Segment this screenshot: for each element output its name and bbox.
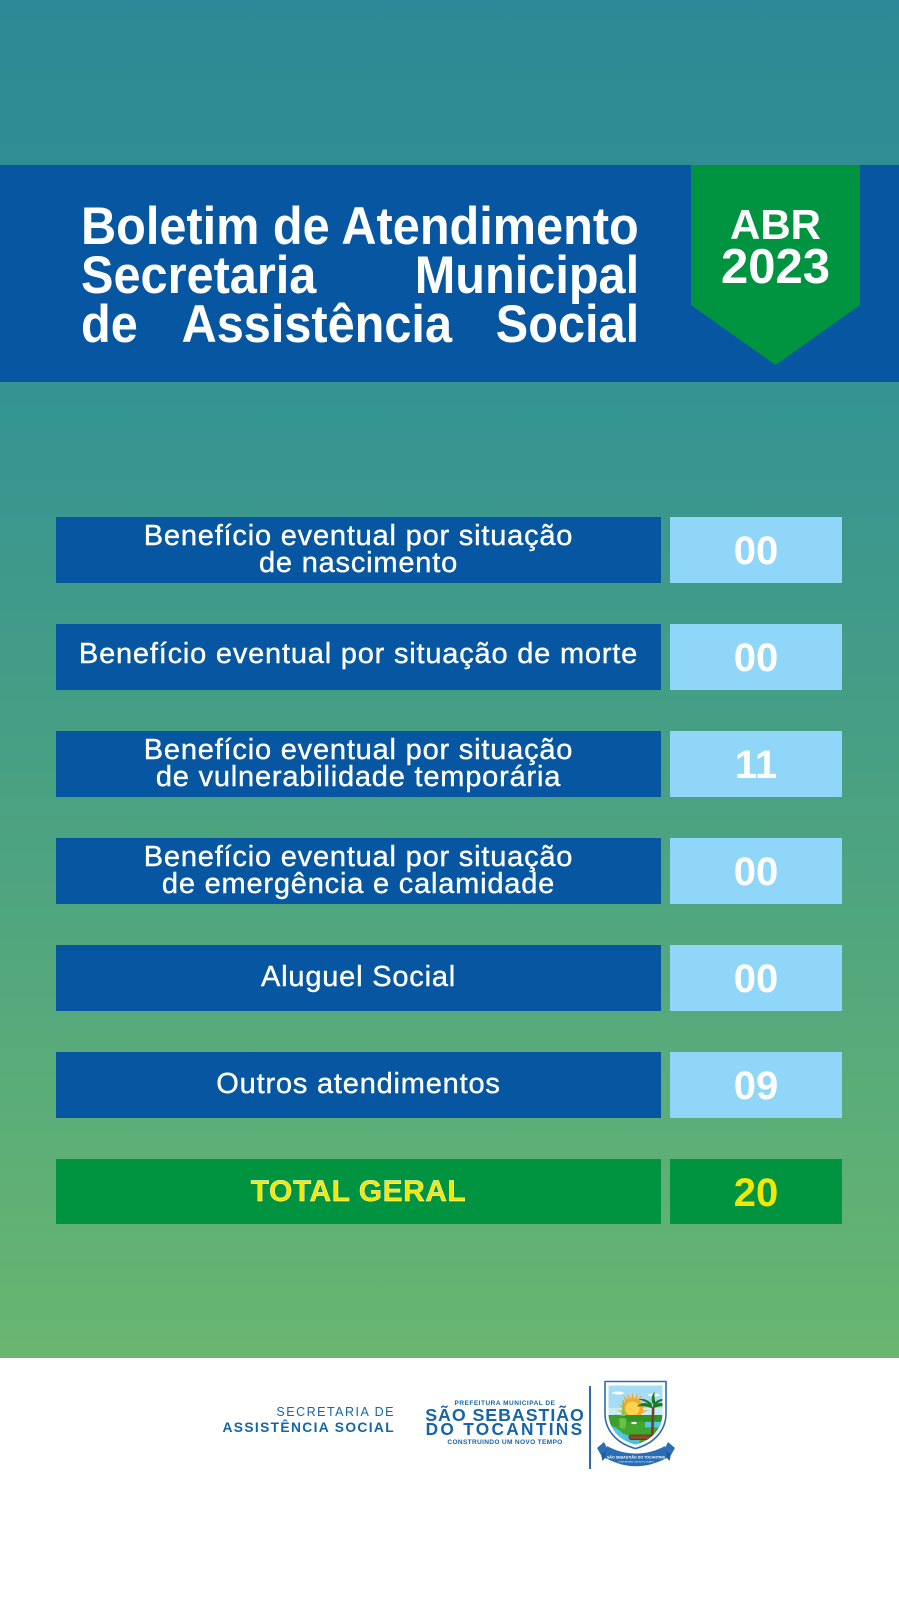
svg-text:SÃO SEBASTIÃO DO TOCANTINS: SÃO SEBASTIÃO DO TOCANTINS [607, 1455, 666, 1460]
svg-text:CONSTRUINDO UM NOVO TEMPO: CONSTRUINDO UM NOVO TEMPO [618, 1462, 654, 1464]
